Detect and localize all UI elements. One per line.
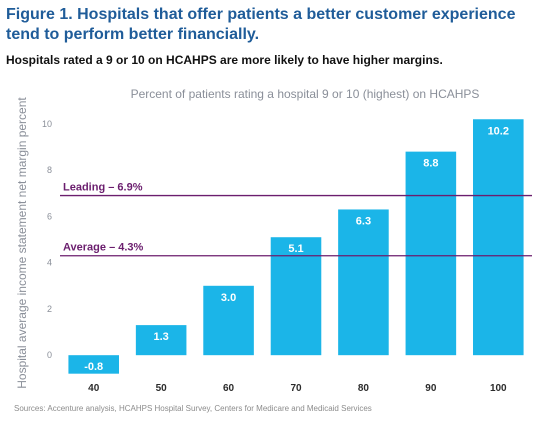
x-tick-label: 90 xyxy=(425,383,437,394)
x-tick-label: 80 xyxy=(358,383,370,394)
x-tick-label: 60 xyxy=(223,383,235,394)
reference-line-label: Leading – 6.9% xyxy=(63,182,143,194)
data-label: 10.2 xyxy=(488,125,509,137)
reference-lines: Leading – 6.9% Average – 4.3% xyxy=(60,182,532,257)
x-tick-label: 100 xyxy=(490,383,507,394)
figure-subtitle: Hospitals rated a 9 or 10 on HCAHPS are … xyxy=(6,53,443,67)
bar xyxy=(338,209,389,356)
x-tick-label: 70 xyxy=(290,383,302,394)
figure-title: Figure 1. Hospitals that offer patients … xyxy=(6,6,516,43)
data-label: 5.1 xyxy=(288,243,303,255)
y-tick-label: 4 xyxy=(47,258,52,268)
bar xyxy=(203,285,254,356)
reference-line-label: Average – 4.3% xyxy=(63,242,144,254)
chart-title: Percent of patients rating a hospital 9 … xyxy=(131,87,480,101)
bar xyxy=(405,151,457,356)
x-axis-ticks: 40 50 60 70 80 90 100 xyxy=(88,383,507,394)
bar-chart: Percent of patients rating a hospital 9 … xyxy=(15,87,532,394)
data-label: 8.8 xyxy=(423,158,438,170)
x-tick-label: 50 xyxy=(156,383,168,394)
bars: -0.8 1.3 3.0 5.1 6.3 8.8 10.2 xyxy=(68,119,524,374)
bar xyxy=(68,355,119,374)
data-label: 6.3 xyxy=(356,215,371,227)
y-axis-label: Hospital average income statement net ma… xyxy=(15,97,29,389)
x-tick-label: 40 xyxy=(88,383,100,394)
bar xyxy=(135,325,187,356)
y-tick-label: 10 xyxy=(42,119,52,129)
y-tick-label: 6 xyxy=(47,211,52,221)
y-axis-ticks: 0 2 4 6 8 10 xyxy=(42,119,52,360)
y-tick-label: 0 xyxy=(47,350,52,360)
bar xyxy=(270,237,322,356)
source-note: Sources: Accenture analysis, HCAHPS Hosp… xyxy=(14,404,372,413)
y-tick-label: 8 xyxy=(47,165,52,175)
data-label: -0.8 xyxy=(84,361,103,373)
y-tick-label: 2 xyxy=(47,304,52,314)
data-label: 1.3 xyxy=(153,331,168,343)
bar xyxy=(473,119,524,356)
data-label: 3.0 xyxy=(221,292,236,304)
